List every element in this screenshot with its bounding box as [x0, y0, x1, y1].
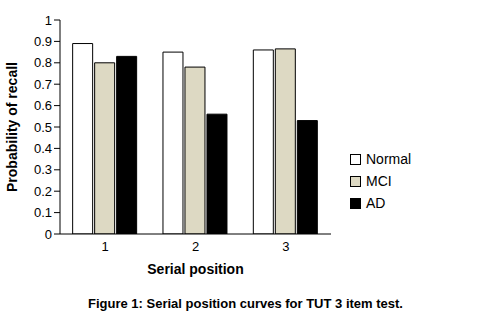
html-text:AD: AD [366, 195, 386, 211]
svg-text:0.3: 0.3 [34, 162, 52, 177]
svg-text:3: 3 [282, 239, 289, 254]
svg-text:0.1: 0.1 [34, 205, 52, 220]
svg-text:0: 0 [45, 227, 52, 242]
html-text:Figure 1: Serial position curv: Figure 1: Serial position curves for TUT… [88, 296, 403, 311]
html-text:MCI: MCI [366, 173, 392, 189]
svg-text:1: 1 [45, 13, 52, 28]
svg-text:0.5: 0.5 [34, 120, 52, 135]
svg-text:0.2: 0.2 [34, 184, 52, 199]
svg-text:Serial position: Serial position [147, 261, 243, 277]
html-text:Normal: Normal [366, 151, 412, 167]
svg-text:2: 2 [192, 239, 199, 254]
svg-text:Probability of recall: Probability of recall [8, 62, 20, 192]
svg-text:1: 1 [102, 239, 109, 254]
svg-text:0.4: 0.4 [34, 141, 52, 156]
svg-text:0.7: 0.7 [34, 77, 52, 92]
svg-text:0.8: 0.8 [34, 55, 52, 70]
svg-text:0.6: 0.6 [34, 98, 52, 113]
svg-text:0.9: 0.9 [34, 34, 52, 49]
